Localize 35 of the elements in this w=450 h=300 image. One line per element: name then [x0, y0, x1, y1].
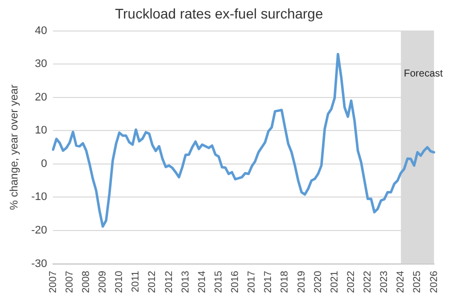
y-tick-label: -10	[31, 191, 48, 204]
x-tick-label: 2014	[196, 270, 208, 294]
x-tick-label: 2012	[164, 270, 175, 294]
y-tick-label: 20	[34, 91, 48, 104]
x-tick-label: 2023	[379, 270, 390, 294]
x-tick-label: 2022	[362, 270, 374, 294]
x-tick-label: 2007	[48, 270, 59, 294]
x-tick-label: 2010	[114, 270, 126, 294]
x-tick-label: 2012	[147, 270, 158, 294]
x-tick-label: 2019	[296, 270, 308, 294]
x-tick-label: 2017	[263, 270, 274, 294]
x-tick-label: 2022	[346, 270, 357, 294]
band-label: Forecast	[404, 68, 443, 80]
x-tick-label: 2021	[329, 270, 340, 294]
x-tick-label: 2008	[80, 270, 92, 294]
x-tick-label: 2018	[280, 270, 291, 294]
x-tick-label: 2011	[130, 270, 142, 292]
x-tick-label: 2017	[246, 270, 258, 294]
y-axis-title: % change, year over year	[8, 84, 21, 210]
x-tick-label: 2013	[180, 270, 192, 294]
x-tick-label: 2025	[412, 270, 424, 294]
y-tick-label: 0	[40, 158, 48, 170]
y-tick-label: 40	[34, 24, 48, 37]
y-tick-label: 30	[34, 58, 48, 70]
x-tick-label: 2015	[213, 270, 224, 294]
chart-title: Truckload rates ex-fuel surcharge	[114, 5, 324, 22]
y-tick-label: 10	[34, 124, 48, 137]
y-tick-label: -20	[31, 224, 48, 237]
x-tick-label: 2016	[230, 270, 242, 294]
x-tick-label: 2020	[312, 270, 324, 294]
x-tick-label: 2026	[428, 270, 440, 294]
y-tick-label: -30	[31, 258, 48, 270]
x-tick-label: 2009	[98, 270, 109, 294]
x-tick-label: 2007	[64, 270, 76, 294]
x-tick-label: 2024	[396, 270, 407, 294]
